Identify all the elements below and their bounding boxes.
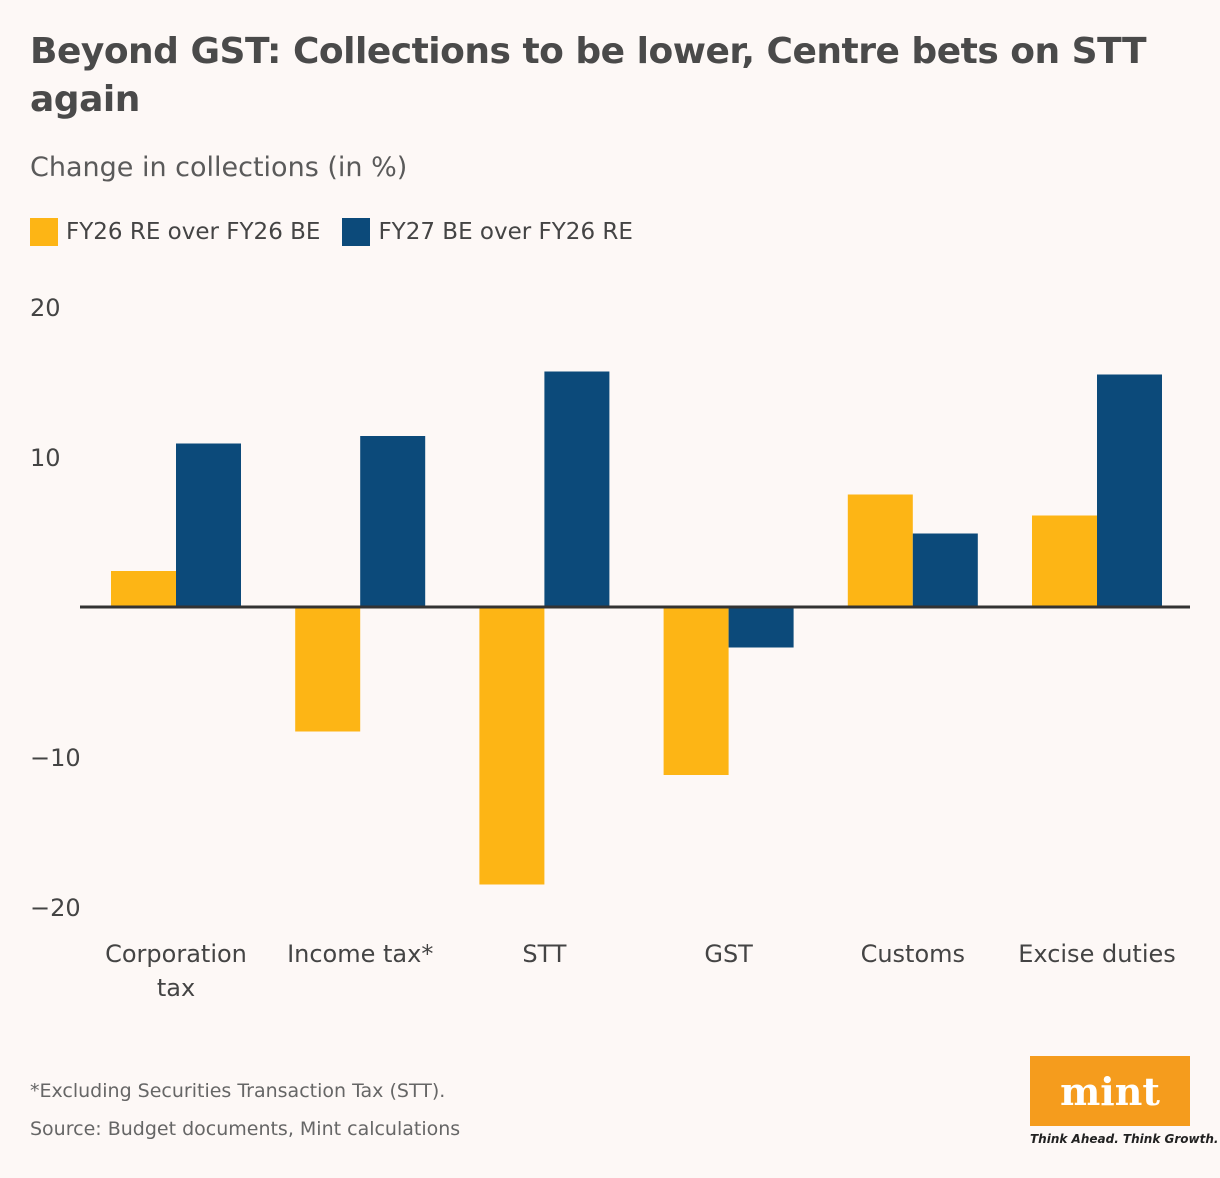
x-tick-label: Excise duties xyxy=(1018,940,1176,968)
y-tick-label: −10 xyxy=(30,744,81,772)
x-tick-label: Income tax* xyxy=(287,940,433,968)
legend-item-fy26: FY26 RE over FY26 BE xyxy=(30,218,320,246)
bar-fy26 xyxy=(479,607,545,885)
bar-fy26 xyxy=(295,607,361,732)
bar-fy27 xyxy=(728,607,794,648)
y-tick-label: −20 xyxy=(30,894,81,922)
legend-swatch-fy27 xyxy=(342,218,371,246)
x-tick-label: Customs xyxy=(861,940,965,968)
bar-chart: 20 10 −10 −20 Corporation tax Income tax* STT GS… xyxy=(30,294,1190,1002)
bar-fy26 xyxy=(111,571,176,607)
x-tick-label: GST xyxy=(704,940,753,968)
mint-logo: mint xyxy=(1030,1056,1190,1126)
legend: FY26 RE over FY26 BE FY27 BE over FY26 R… xyxy=(30,218,633,246)
footnote: *Excluding Securities Transaction Tax (S… xyxy=(30,1080,446,1102)
bar-fy27 xyxy=(544,371,610,607)
bar-fy27 xyxy=(1097,374,1162,607)
legend-label-fy26: FY26 RE over FY26 BE xyxy=(66,219,321,245)
legend-label-fy27: FY27 BE over FY26 RE xyxy=(378,219,633,245)
x-tick-label: STT xyxy=(522,940,566,968)
y-tick-label: 10 xyxy=(30,444,61,472)
y-tick-label: 20 xyxy=(30,294,61,322)
chart-title: Beyond GST: Collections to be lower, Cen… xyxy=(30,31,1147,120)
legend-item-fy27: FY27 BE over FY26 RE xyxy=(342,218,633,246)
bar-fy27 xyxy=(912,533,978,607)
bar-fy27 xyxy=(360,436,426,607)
bar-fy26 xyxy=(847,494,913,607)
bar-fy26 xyxy=(1032,515,1097,607)
logo-tagline: Think Ahead. Think Growth. xyxy=(1030,1132,1219,1146)
x-tick-label: Corporation tax xyxy=(105,940,247,1002)
source-note: Source: Budget documents, Mint calculati… xyxy=(30,1118,461,1140)
legend-swatch-fy26 xyxy=(30,218,58,246)
chart-subtitle: Change in collections (in %) xyxy=(30,152,408,183)
bar-fy26 xyxy=(663,607,729,775)
bar-fy27 xyxy=(176,443,241,607)
